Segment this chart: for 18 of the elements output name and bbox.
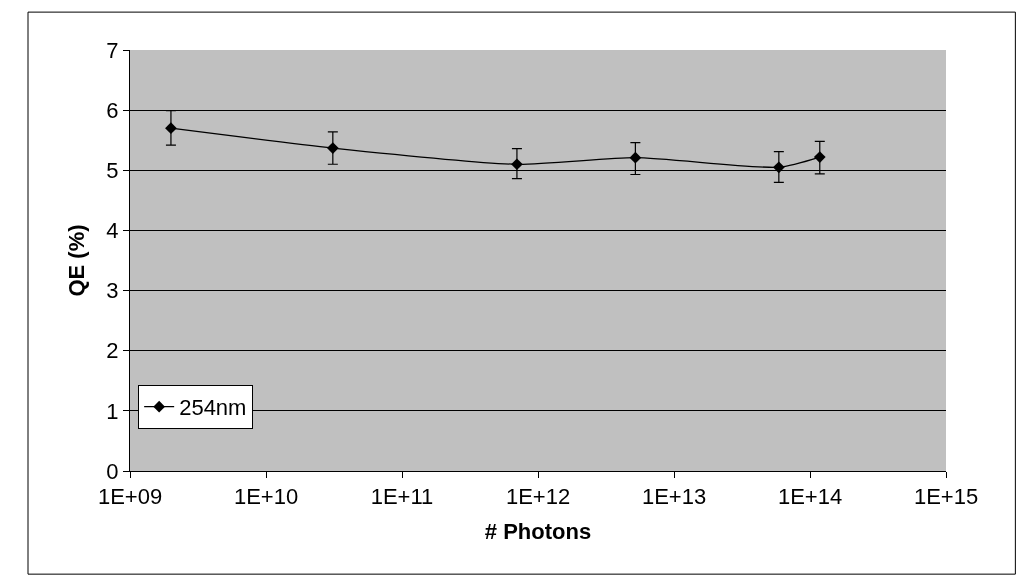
x-axis-title: # Photons [484, 519, 592, 545]
y-tick-label: 1 [106, 398, 119, 424]
y-tick-label: 7 [106, 37, 119, 63]
y-tick-label: 3 [106, 278, 119, 304]
y-tick-label: 0 [106, 458, 119, 484]
y-tick-label: 2 [106, 338, 119, 364]
y-axis-title: QE (%) [64, 224, 90, 297]
x-tick-label: 1E+14 [777, 484, 843, 510]
y-tick-label: 4 [106, 218, 119, 244]
legend-label: 254nm [179, 395, 247, 421]
x-tick-label: 1E+15 [913, 484, 979, 510]
x-tick-label: 1E+10 [233, 484, 299, 510]
x-tick-label: 1E+12 [505, 484, 571, 510]
x-tick-label: 1E+13 [641, 484, 707, 510]
y-tick-label: 5 [106, 157, 119, 183]
y-tick-label: 6 [106, 97, 119, 123]
x-tick-label: 1E+09 [97, 484, 163, 510]
x-tick-label: 1E+11 [370, 484, 434, 510]
